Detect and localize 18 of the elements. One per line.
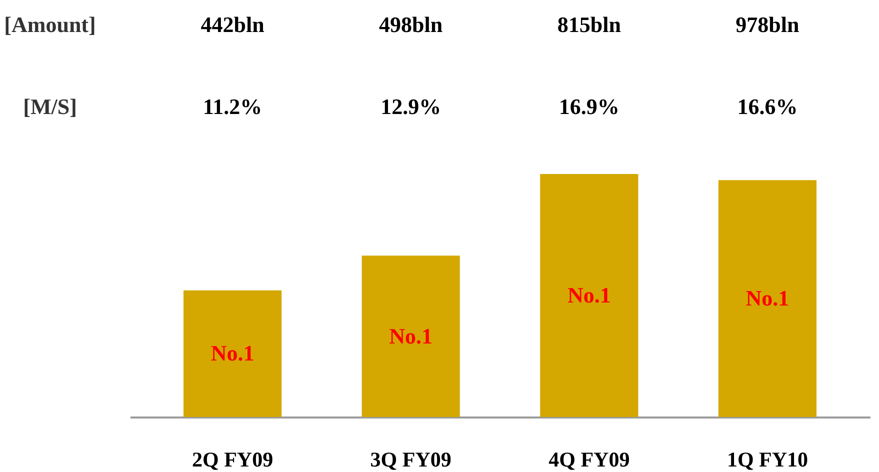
text: 978bln [736, 12, 800, 37]
annotation: No.1 [389, 323, 433, 348]
text: [M/S] [23, 94, 77, 119]
x-tick-label: 2Q FY09 [192, 448, 274, 472]
text: [Amount] [4, 12, 96, 37]
x-tick-label: 3Q FY09 [370, 448, 452, 472]
annotation: No.1 [746, 286, 790, 311]
annotation: No.1 [210, 340, 254, 366]
text: 815bln [557, 12, 621, 37]
annotation: No.1 [567, 282, 611, 308]
data-label: 12.9% [380, 94, 442, 119]
x-tick-label: 4Q FY09 [548, 448, 630, 472]
x-tick-label: 1Q FY10 [726, 448, 808, 472]
text: 498bln [379, 12, 443, 37]
data-label: 16.9% [558, 94, 620, 119]
text: 442bln [200, 12, 264, 37]
data-label: 11.2% [202, 94, 262, 119]
data-label: 16.6% [737, 94, 798, 119]
